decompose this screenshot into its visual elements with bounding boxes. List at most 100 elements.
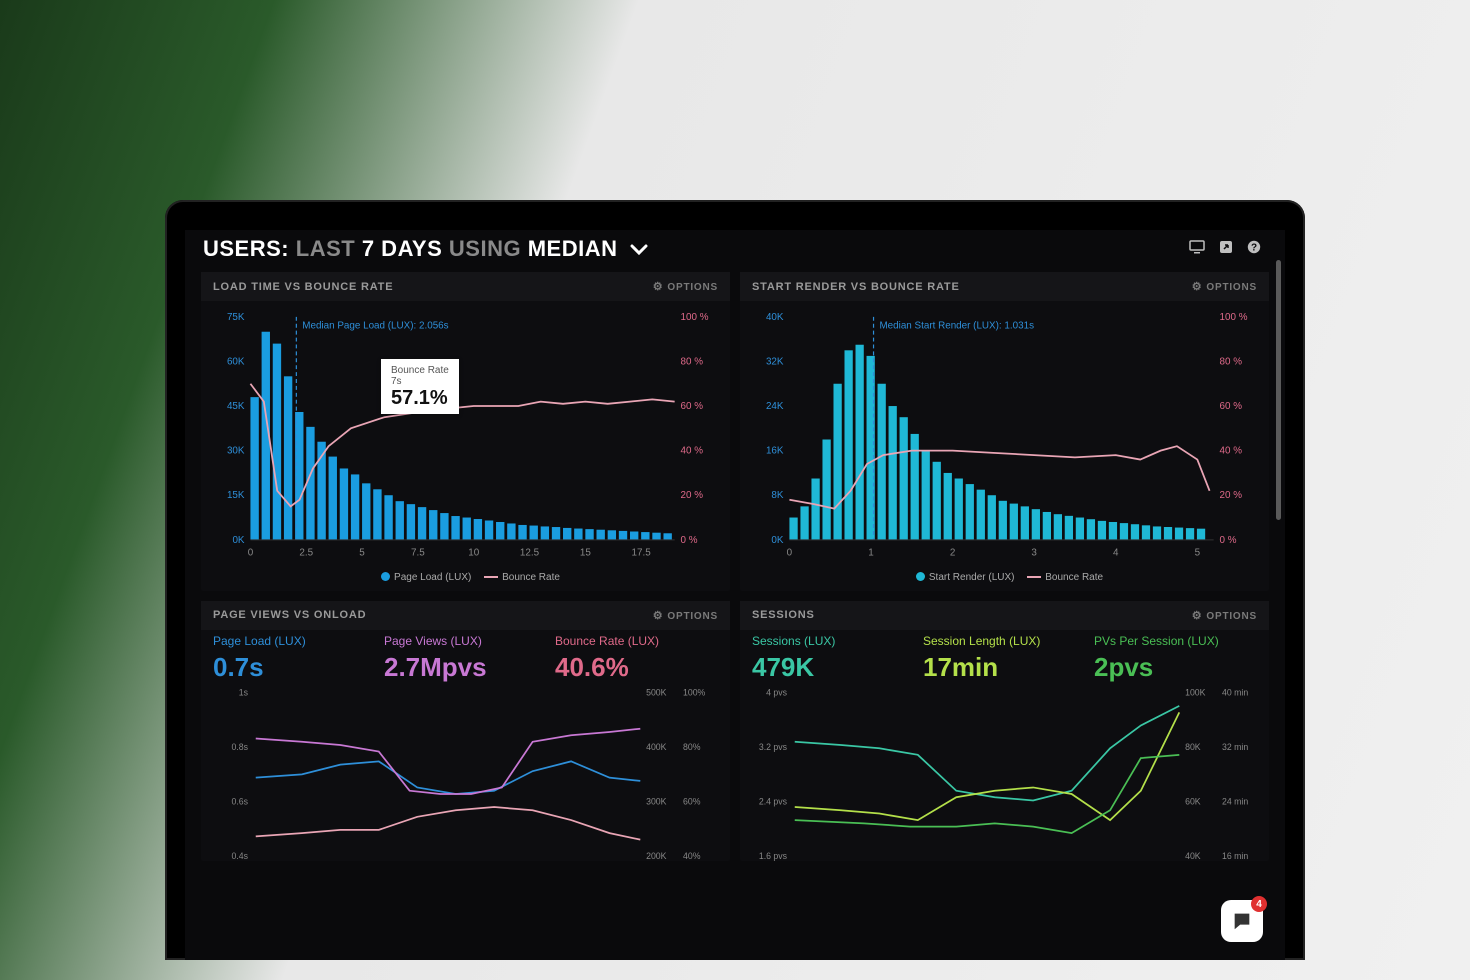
metrics-row: Page Load (LUX)0.7s Page Views (LUX) 2.7Mp… [201,630,730,683]
svg-text:3.2 pvs: 3.2 pvs [759,742,788,752]
panel-head: START RENDER VS BOUNCE RATE ⚙OPTIONS [740,272,1269,301]
metric-label: Page Views (LUX) [384,634,547,648]
gear-icon: ⚙ [1192,610,1203,622]
legend: Page Load (LUX) Bounce Rate [201,568,730,591]
svg-text:0.4s: 0.4s [231,850,248,860]
svg-text:0K: 0K [232,535,244,546]
legend: Start Render (LUX) Bounce Rate [740,568,1269,591]
svg-text:0 %: 0 % [681,535,698,546]
metric: Session Length (LUX)17min [923,634,1086,683]
svg-text:1s: 1s [239,687,249,697]
gear-icon: ⚙ [653,610,664,622]
panel-title: START RENDER VS BOUNCE RATE [752,281,960,293]
pageviews-chart: 1s0.8s0.6s0.4s500K400K300K200K100%80%60%… [213,687,718,862]
metric: PVs Per Session (LUX)2pvs [1094,634,1257,683]
svg-text:40 %: 40 % [681,446,704,457]
svg-text:10: 10 [468,548,479,559]
metric-label: Bounce Rate (LUX) [555,634,718,648]
svg-text:100 %: 100 % [1220,312,1248,323]
metric-label: Page Load (LUX) [213,634,376,648]
svg-text:60%: 60% [683,796,701,806]
legend-swatch-bar [381,572,390,581]
panel-load-bounce: LOAD TIME VS BOUNCE RATE ⚙OPTIONS 0K15K3… [201,272,730,591]
svg-text:100K: 100K [1185,687,1206,697]
load-bounce-chart: 0K15K30K45K60K75K0 %20 %40 %60 %80 %100 … [209,307,722,564]
svg-text:0.8s: 0.8s [231,742,248,752]
page-title[interactable]: USERS: LAST 7 DAYS USING MEDIAN [203,236,648,262]
metric: Page Views (LUX) 2.7Mpvs [384,634,547,683]
metrics-row: Sessions (LUX) 479K Session Length (LUX)17… [740,630,1269,683]
chevron-down-icon[interactable] [630,236,648,262]
metric-value: 17min [923,652,1086,683]
svg-text:30K: 30K [227,446,245,457]
options-button[interactable]: ⚙OPTIONS [1192,280,1257,293]
monitor-icon[interactable] [1189,240,1205,259]
svg-text:60 %: 60 % [1220,401,1243,412]
svg-text:32K: 32K [766,356,784,367]
share-icon[interactable] [1219,240,1233,259]
svg-text:?: ? [1251,242,1257,253]
svg-text:300K: 300K [646,796,667,806]
panel-head: SESSIONS ⚙OPTIONS [740,601,1269,630]
panel-sessions: SESSIONS ⚙OPTIONS Sessions (LUX)479KSess… [740,601,1269,862]
sessions-chart: 4 pvs3.2 pvs2.4 pvs1.6 pvs100K80K60K40K4… [752,687,1257,862]
laptop-frame: USERS: LAST 7 DAYS USING MEDIAN ? LOAD T… [165,200,1305,960]
options-button[interactable]: ⚙OPTIONS [653,609,718,622]
gear-icon: ⚙ [653,281,664,293]
scrollbar[interactable] [1276,260,1281,520]
svg-text:16K: 16K [766,446,784,457]
metric-value: 2.7Mpvs [384,652,547,683]
metric: Page Load (LUX)0.7s [213,634,376,683]
metric-label: PVs Per Session (LUX) [1094,634,1257,648]
svg-text:4: 4 [1113,548,1119,559]
svg-text:60K: 60K [1185,796,1201,806]
svg-text:80%: 80% [683,742,701,752]
panel-head: PAGE VIEWS VS ONLOAD ⚙OPTIONS [201,601,730,630]
tooltip-sub: 7s [391,376,449,387]
chart-container: 0K15K30K45K60K75K0 %20 %40 %60 %80 %100 … [201,301,730,568]
svg-text:200K: 200K [646,850,667,860]
options-button[interactable]: ⚙OPTIONS [1192,609,1257,622]
panel-title: SESSIONS [752,609,815,621]
svg-text:17.5: 17.5 [632,548,652,559]
metric: Bounce Rate (LUX)40.6% [555,634,718,683]
chat-button[interactable]: 4 [1221,900,1263,942]
legend-bar-label: Start Render (LUX) [929,572,1015,583]
svg-text:0: 0 [787,548,793,559]
svg-text:0K: 0K [771,535,783,546]
svg-text:5: 5 [1195,548,1201,559]
metric-value: 479K [752,652,915,683]
svg-text:40%: 40% [683,850,701,860]
svg-text:100 %: 100 % [681,312,709,323]
gear-icon: ⚙ [1192,281,1203,293]
title-bold2: MEDIAN [528,236,618,261]
svg-text:7.5: 7.5 [411,548,425,559]
title-bold1: 7 DAYS [362,236,442,261]
svg-text:Median Page Load (LUX): 2.056s: Median Page Load (LUX): 2.056s [302,321,448,332]
svg-text:80 %: 80 % [1220,356,1243,367]
svg-text:400K: 400K [646,742,667,752]
top-icons: ? [1189,240,1261,259]
metric-label: Sessions (LUX) [752,634,915,648]
mini-chart-container: 4 pvs3.2 pvs2.4 pvs1.6 pvs100K80K60K40K4… [740,683,1269,862]
svg-text:45K: 45K [227,401,245,412]
title-dim1: LAST [296,236,355,261]
panel-grid: LOAD TIME VS BOUNCE RATE ⚙OPTIONS 0K15K3… [185,272,1285,861]
tooltip-label: Bounce Rate [391,365,449,376]
top-bar: USERS: LAST 7 DAYS USING MEDIAN ? [185,230,1285,272]
panel-title: LOAD TIME VS BOUNCE RATE [213,281,393,293]
render-bounce-chart: 0K8K16K24K32K40K0 %20 %40 %60 %80 %100 %… [748,307,1261,564]
svg-text:15: 15 [580,548,591,559]
svg-text:2.5: 2.5 [299,548,313,559]
svg-text:0.6s: 0.6s [231,796,248,806]
options-button[interactable]: ⚙OPTIONS [653,280,718,293]
help-icon[interactable]: ? [1247,240,1261,259]
legend-bar-label: Page Load (LUX) [394,572,471,583]
legend-swatch-line [484,576,498,578]
svg-text:80 %: 80 % [681,356,704,367]
svg-text:1: 1 [868,548,873,559]
svg-text:2.4 pvs: 2.4 pvs [759,796,788,806]
svg-text:1.6 pvs: 1.6 pvs [759,850,788,860]
svg-text:24 min: 24 min [1222,796,1248,806]
svg-text:40 min: 40 min [1222,687,1248,697]
